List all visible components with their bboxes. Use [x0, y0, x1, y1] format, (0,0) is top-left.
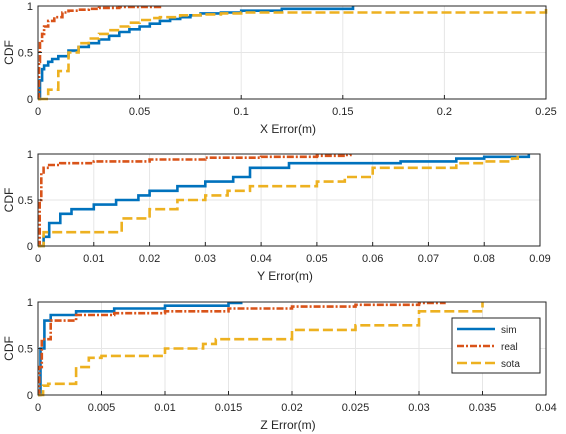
series-line-sota	[38, 154, 519, 248]
series-line-sim	[38, 301, 243, 397]
x-tick-label: 0.06	[362, 253, 383, 265]
x-tick-label: 0.03	[195, 253, 216, 265]
x-tick-label: 0	[35, 253, 41, 265]
legend: sim real sota	[451, 317, 541, 374]
series-line-sim	[38, 154, 531, 248]
x-tick-label: 0.09	[529, 253, 550, 265]
x-tick-label: 0.015	[215, 402, 243, 414]
legend-label-sota: sota	[501, 359, 520, 370]
x-tick-label: 0.08	[474, 253, 495, 265]
y-tick-label: 0.5	[18, 195, 33, 207]
x-tick-label: 0.04	[250, 253, 271, 265]
y-tick-label: 0.5	[18, 344, 33, 356]
series-line-real	[37, 5, 162, 101]
y-tick-label: 1	[27, 149, 33, 161]
x-tick-label: 0.02	[281, 402, 302, 414]
y-tick-label: 0	[27, 390, 33, 402]
x-tick-label: 0.2	[437, 106, 452, 118]
x-tick-label: 0.03	[408, 402, 429, 414]
x-tick-label: 0.01	[83, 253, 104, 265]
x-tick-label: 0.005	[88, 402, 116, 414]
x-tick-label: 0.15	[332, 106, 353, 118]
y-tick-label: 0	[27, 94, 33, 106]
y-axis-label: CDF	[2, 336, 16, 361]
x-tick-label: 0	[35, 402, 41, 414]
x-tick-label: 0.01	[154, 402, 175, 414]
series-line-sota	[38, 302, 484, 397]
legend-box	[451, 317, 541, 374]
grid-lines	[37, 5, 547, 100]
x-tick-label: 0.1	[234, 106, 249, 118]
legend-label-real: real	[501, 342, 518, 353]
x-tick-label: 0.035	[469, 402, 497, 414]
y-axis-label: CDF	[2, 40, 16, 65]
x-tick-label: 0	[35, 106, 41, 118]
x-axis-label: X Error(m)	[260, 122, 316, 136]
x-tick-label: 0.25	[535, 106, 556, 118]
plot-panel-1: 0 0.05 0.1 0.15 0.2 0.25 0 0.5 1 X Error(m) CDF	[2, 1, 557, 136]
x-tick-label: 0.02	[139, 253, 160, 265]
x-axis-label: Z Error(m)	[260, 418, 315, 432]
legend-label-sim: sim	[501, 325, 517, 336]
x-tick-label: 0.05	[306, 253, 327, 265]
x-tick-label: 0.07	[418, 253, 439, 265]
series-line-real	[38, 153, 352, 248]
y-tick-label: 0	[27, 241, 33, 253]
y-tick-label: 1	[27, 1, 33, 13]
y-tick-label: 1	[27, 297, 33, 309]
y-tick-label: 0.5	[18, 48, 33, 60]
plot-panel-3: 0 0.005 0.01 0.015 0.02 0.025 0.03 0.035 0.04 0 0.…	[2, 297, 557, 432]
plot-panel-2: 0 0.01 0.02 0.03 0.04 0.05 0.06 0.07 0.08 0.09 0 0.…	[2, 149, 551, 283]
series-line-real	[38, 301, 446, 397]
x-tick-label: 0.04	[535, 402, 556, 414]
x-axis-label: Y Error(m)	[257, 269, 313, 283]
x-tick-label: 0.05	[129, 106, 150, 118]
x-tick-label: 0.025	[342, 402, 370, 414]
series-line-sota	[38, 6, 548, 101]
y-axis-label: CDF	[2, 188, 16, 213]
